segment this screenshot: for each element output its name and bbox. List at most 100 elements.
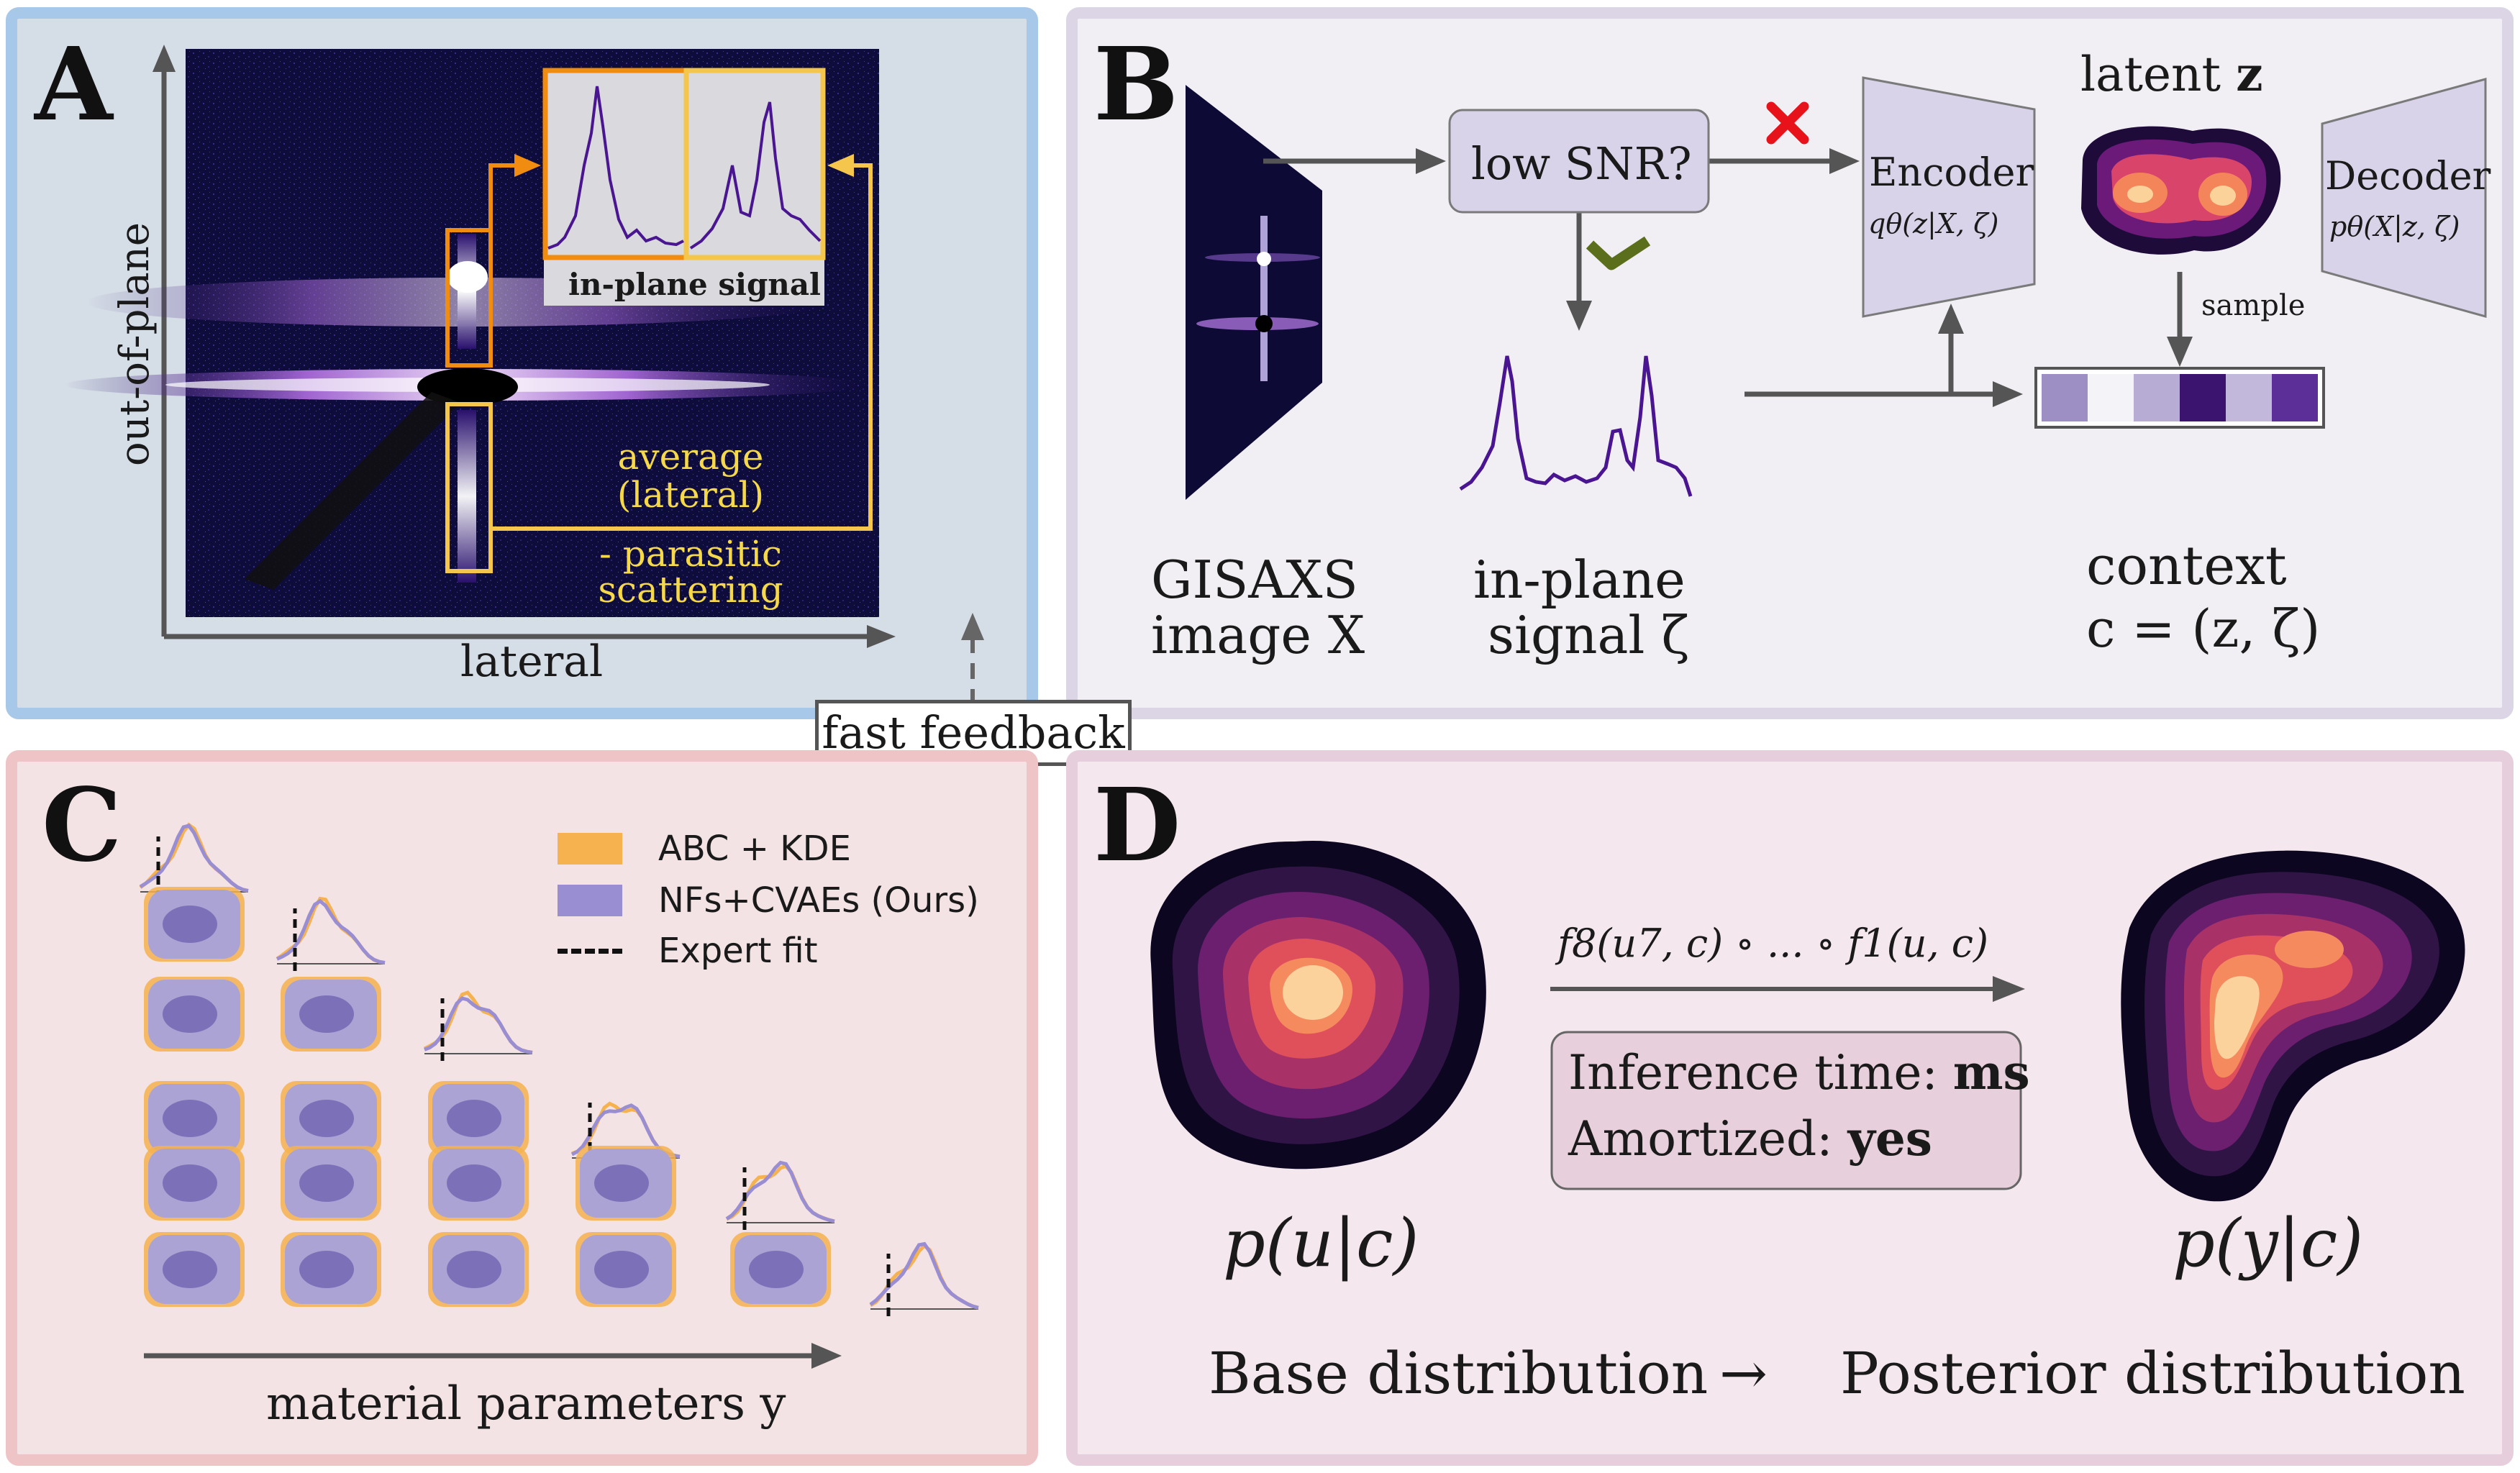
encoder-formula: qθ(z|X, ζ) bbox=[1868, 208, 1999, 240]
context-cell bbox=[2272, 374, 2318, 421]
yes-check-icon bbox=[1586, 236, 1651, 270]
panel-a-axes bbox=[153, 45, 896, 648]
low-snr-box bbox=[1448, 109, 1710, 214]
density-core bbox=[299, 1100, 354, 1137]
snr-question-label: low SNR? bbox=[1471, 137, 1692, 190]
gisaxs-image-thumbnail bbox=[1186, 85, 1322, 500]
density-core bbox=[299, 1164, 354, 1202]
inset-label: in-plane signal bbox=[568, 267, 822, 302]
in-plane-signal-curve bbox=[1459, 355, 1693, 497]
density-core bbox=[447, 1100, 501, 1137]
inference-time-row: Inference time: ms bbox=[1568, 1049, 2030, 1097]
density-core bbox=[447, 1251, 501, 1288]
amortized-row: Amortized: yes bbox=[1568, 1115, 1932, 1163]
orange-connector-arrow bbox=[488, 154, 541, 266]
posterior-distribution-label: p(y|c) bbox=[2173, 1205, 2364, 1282]
arrow-snr-to-encoder bbox=[1709, 148, 1860, 174]
arrow-image-to-snr bbox=[1263, 148, 1446, 174]
density-core bbox=[163, 1164, 217, 1202]
axis-x-label: lateral bbox=[460, 637, 604, 687]
legend-swatch-ours bbox=[558, 885, 622, 916]
inset-curve-left bbox=[547, 86, 684, 250]
legend-label-abc: ABC + KDE bbox=[658, 829, 851, 869]
context-cell bbox=[2226, 374, 2272, 421]
legend-swatch-expert bbox=[558, 949, 622, 954]
inference-time-label: Inference time: bbox=[1568, 1045, 1938, 1100]
upper-signal-box bbox=[445, 228, 493, 368]
context-vector-cells bbox=[2042, 374, 2318, 421]
density-core bbox=[163, 906, 217, 943]
average-label-line1: average bbox=[617, 436, 764, 478]
no-cross-icon bbox=[1766, 101, 1809, 145]
base-distribution-label: p(u|c) bbox=[1223, 1205, 1419, 1282]
panel-b-letter: B bbox=[1093, 26, 1179, 144]
panel-c-letter: C bbox=[42, 767, 122, 885]
inference-info-box bbox=[1550, 1031, 2022, 1190]
context-label-line1: context bbox=[2086, 535, 2287, 597]
base-distribution-blob bbox=[1150, 840, 1486, 1169]
latent-density-blob bbox=[2081, 126, 2281, 255]
inset-curve-right bbox=[689, 101, 822, 250]
encoder-label: Encoder bbox=[1869, 150, 2034, 195]
posterior-distribution-blob bbox=[2121, 850, 2465, 1202]
transform-direction-arrow: → bbox=[1719, 1340, 1768, 1407]
amortized-label: Amortized: bbox=[1568, 1111, 1833, 1167]
transform-formula: f8(u7, c) ∘ ... ∘ f1(u, c) bbox=[1557, 921, 1989, 966]
density-core bbox=[299, 1251, 354, 1288]
arrow-latent-to-context bbox=[2167, 272, 2193, 367]
inference-time-value: ms bbox=[1952, 1044, 2030, 1100]
gisaxs-label-line2: image X bbox=[1151, 605, 1365, 665]
density-core bbox=[447, 1164, 501, 1202]
latent-label: latent z bbox=[2080, 50, 2263, 99]
panel-d-letter: D bbox=[1093, 767, 1181, 885]
lower-signal-box bbox=[445, 402, 493, 573]
base-distribution-caption: Base distribution bbox=[1209, 1340, 1709, 1407]
sample-label: sample bbox=[2201, 289, 2306, 322]
histogram-ours bbox=[139, 824, 249, 893]
arrow-signal-to-encoder bbox=[1938, 304, 1964, 394]
context-cell bbox=[2180, 374, 2226, 421]
legend-swatch-abc bbox=[558, 833, 622, 865]
gisaxs-label-line1: GISAXS bbox=[1151, 549, 1358, 610]
average-label-line2: (lateral) bbox=[617, 474, 765, 516]
latent-label-text: latent bbox=[2080, 47, 2221, 102]
histogram-ours bbox=[424, 996, 533, 1054]
panel-a-letter: A bbox=[35, 26, 113, 144]
density-core bbox=[749, 1251, 804, 1288]
histogram-ours bbox=[276, 898, 386, 965]
amortized-value: yes bbox=[1847, 1111, 1932, 1167]
context-cell bbox=[2088, 374, 2134, 421]
fast-feedback-label: fast feedback bbox=[822, 706, 1125, 759]
decoder-block bbox=[2321, 78, 2487, 318]
density-core bbox=[594, 1251, 649, 1288]
decoder-label: Decoder bbox=[2325, 153, 2491, 199]
transform-arrow bbox=[1550, 976, 2025, 1002]
in-plane-signal-inset bbox=[542, 68, 826, 306]
signal-label-line2: signal ζ bbox=[1488, 605, 1690, 665]
parasitic-label-line1: - parasitic bbox=[599, 533, 783, 575]
legend-label-expert: Expert fit bbox=[658, 931, 818, 971]
latent-symbol: z bbox=[2236, 46, 2263, 102]
encoder-block bbox=[1862, 76, 2036, 318]
context-cell bbox=[2042, 374, 2088, 421]
arrow-snr-to-signal bbox=[1566, 212, 1592, 331]
density-core bbox=[163, 995, 217, 1033]
density-core bbox=[594, 1164, 649, 1202]
context-cell bbox=[2134, 374, 2180, 421]
yellow-connector-arrow bbox=[491, 154, 873, 531]
legend-label-ours: NFs+CVAEs (Ours) bbox=[658, 880, 979, 921]
density-core bbox=[299, 995, 354, 1033]
parasitic-label-line2: scattering bbox=[598, 569, 783, 611]
material-parameters-label: material parameters y bbox=[266, 1377, 786, 1431]
density-core bbox=[163, 1251, 217, 1288]
posterior-distribution-caption: Posterior distribution bbox=[1840, 1340, 2465, 1407]
context-label-line2: c = (z, ζ) bbox=[2086, 598, 2321, 659]
decoder-formula: pθ(X|z, ζ) bbox=[2329, 211, 2460, 242]
density-core bbox=[163, 1100, 217, 1137]
signal-label-line1: in-plane bbox=[1473, 549, 1686, 610]
